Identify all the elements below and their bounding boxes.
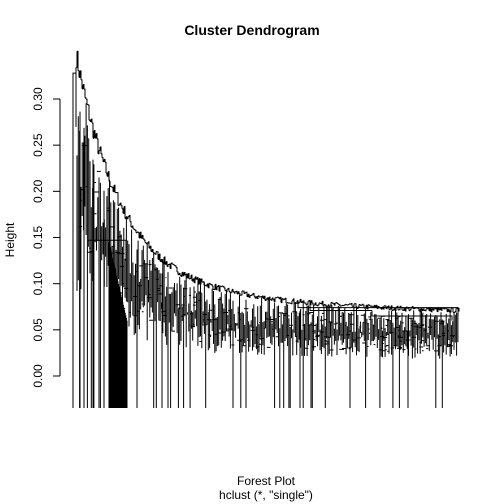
x-axis-label: Forest Plot <box>236 474 296 488</box>
dendrogram-branch <box>76 103 459 408</box>
y-tick-label: 0.05 <box>31 318 45 342</box>
y-axis-label: Height <box>3 222 17 257</box>
y-tick-label: 0.20 <box>31 179 45 203</box>
dendrogram-branch <box>88 239 127 261</box>
y-tick-label: 0.10 <box>31 272 45 296</box>
dendrogram-branches <box>72 50 460 408</box>
y-tick-label: 0.00 <box>31 364 45 388</box>
dendrogram-branch <box>371 310 453 321</box>
y-axis: 0.00 0.05 0.10 0.15 0.20 0.25 0.30 <box>31 87 61 388</box>
y-tick-label: 0.25 <box>31 133 45 157</box>
dendrogram-branch <box>79 145 456 352</box>
x-axis-subtitle: hclust (*, "single") <box>219 488 313 502</box>
y-tick-label: 0.15 <box>31 225 45 249</box>
dendrogram-branch <box>309 303 372 311</box>
chart-title: Cluster Dendrogram <box>184 22 320 38</box>
y-tick-label: 0.30 <box>31 87 45 111</box>
dendrogram-branch <box>108 242 128 408</box>
dendrogram-branch <box>297 302 459 316</box>
dendrogram-branch <box>75 50 460 313</box>
